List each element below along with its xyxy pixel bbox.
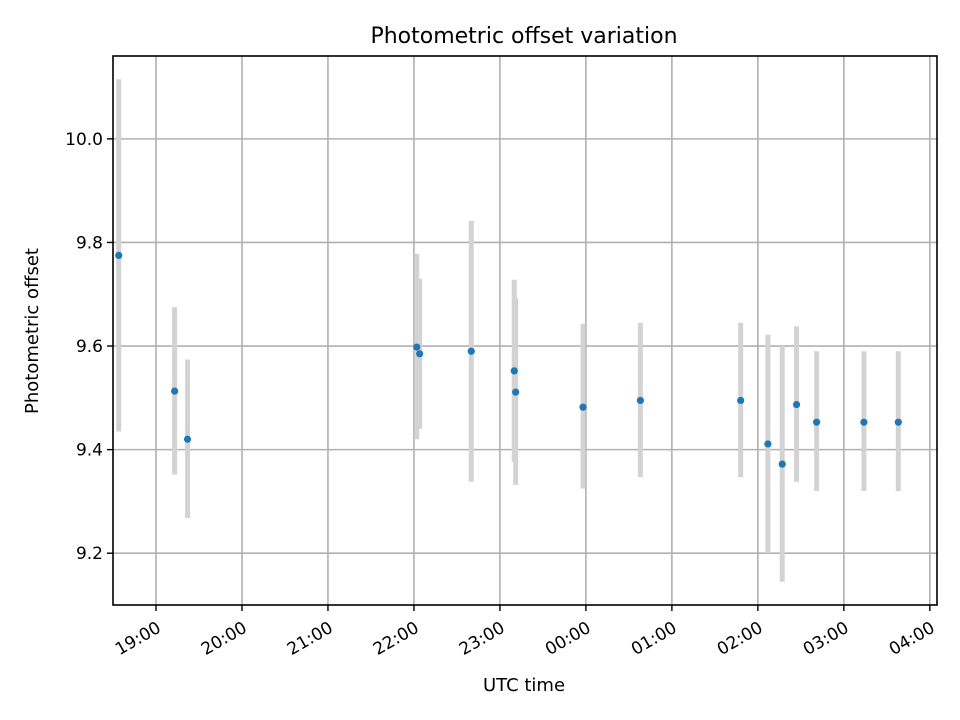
chart-title: Photometric offset variation [370, 24, 677, 49]
x-axis-label: UTC time [483, 675, 565, 696]
x-tick-label: 20:00 [198, 618, 250, 660]
y-tick-label: 9.6 [76, 337, 103, 357]
data-point [467, 347, 475, 355]
data-point [792, 400, 801, 409]
y-axis-ticks: 9.2 9.4 9.6 9.8 10.0 [65, 130, 113, 564]
data-point [416, 350, 424, 358]
data-point [778, 460, 786, 468]
x-tick-label: 21:00 [284, 618, 336, 660]
data-point [183, 435, 192, 443]
grid-lines [113, 56, 937, 605]
x-tick-label: 02:00 [714, 618, 766, 660]
error-bars [116, 79, 901, 582]
x-axis-ticks: 19:00 20:00 21:00 22:00 23:00 00:00 01:00 02:00… [112, 605, 938, 660]
data-points [115, 251, 902, 468]
data-point [512, 388, 520, 396]
data-point [413, 343, 421, 351]
x-tick-label: 19:00 [112, 618, 164, 660]
x-tick-label: 00:00 [542, 618, 594, 660]
data-point [636, 396, 644, 405]
y-tick-label: 9.8 [76, 233, 103, 253]
data-point [737, 396, 745, 405]
data-point [115, 251, 123, 260]
data-point [764, 440, 772, 448]
x-tick-label: 03:00 [800, 618, 852, 660]
y-tick-label: 10.0 [65, 130, 103, 150]
y-tick-label: 9.4 [76, 441, 103, 461]
plot-frame [112, 55, 938, 606]
data-point [579, 403, 587, 411]
data-point [510, 367, 518, 375]
x-tick-label: 23:00 [456, 618, 508, 660]
x-tick-label: 22:00 [370, 618, 422, 660]
y-axis-label: Photometric offset [22, 248, 43, 414]
y-tick-label: 9.2 [76, 544, 103, 564]
data-point [894, 418, 902, 426]
data-point [813, 418, 821, 426]
data-point [860, 418, 868, 426]
data-point [171, 387, 179, 395]
x-tick-label: 04:00 [886, 618, 938, 660]
x-tick-label: 01:00 [628, 618, 680, 660]
